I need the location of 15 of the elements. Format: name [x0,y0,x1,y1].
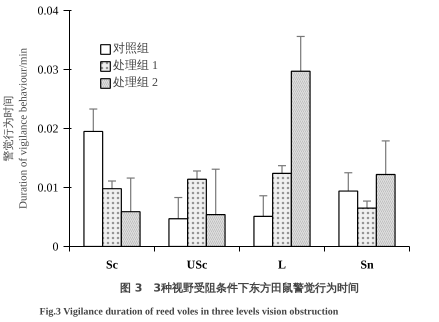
y-axis-title: 警觉行为时间 Duration of vigilance behaviour/min [2,48,30,209]
text: Fig.3 Vigilance duration of reed voles in three levels vision obstruction [40,306,339,318]
y-tick-label: 0.04 [38,4,58,18]
y-tick-label: 0.03 [38,62,58,76]
x-tick-label: L [278,258,286,272]
legend-label: 对照组 [113,40,149,57]
y-tick-label: 0.01 [38,180,58,194]
y-tick-label: 0 [52,240,58,254]
x-tick-label: Sc [106,258,119,272]
legend-label: 处理组 2 [113,74,158,91]
x-tick-label: USc [186,258,208,272]
legend-label: 处理组 1 [113,57,158,74]
y-tick-label: 0.02 [38,122,58,136]
x-tick-label: Sn [360,258,374,272]
text: 图 3 3种视野受阻条件下东方田鼠警觉行为时间 [120,282,360,294]
